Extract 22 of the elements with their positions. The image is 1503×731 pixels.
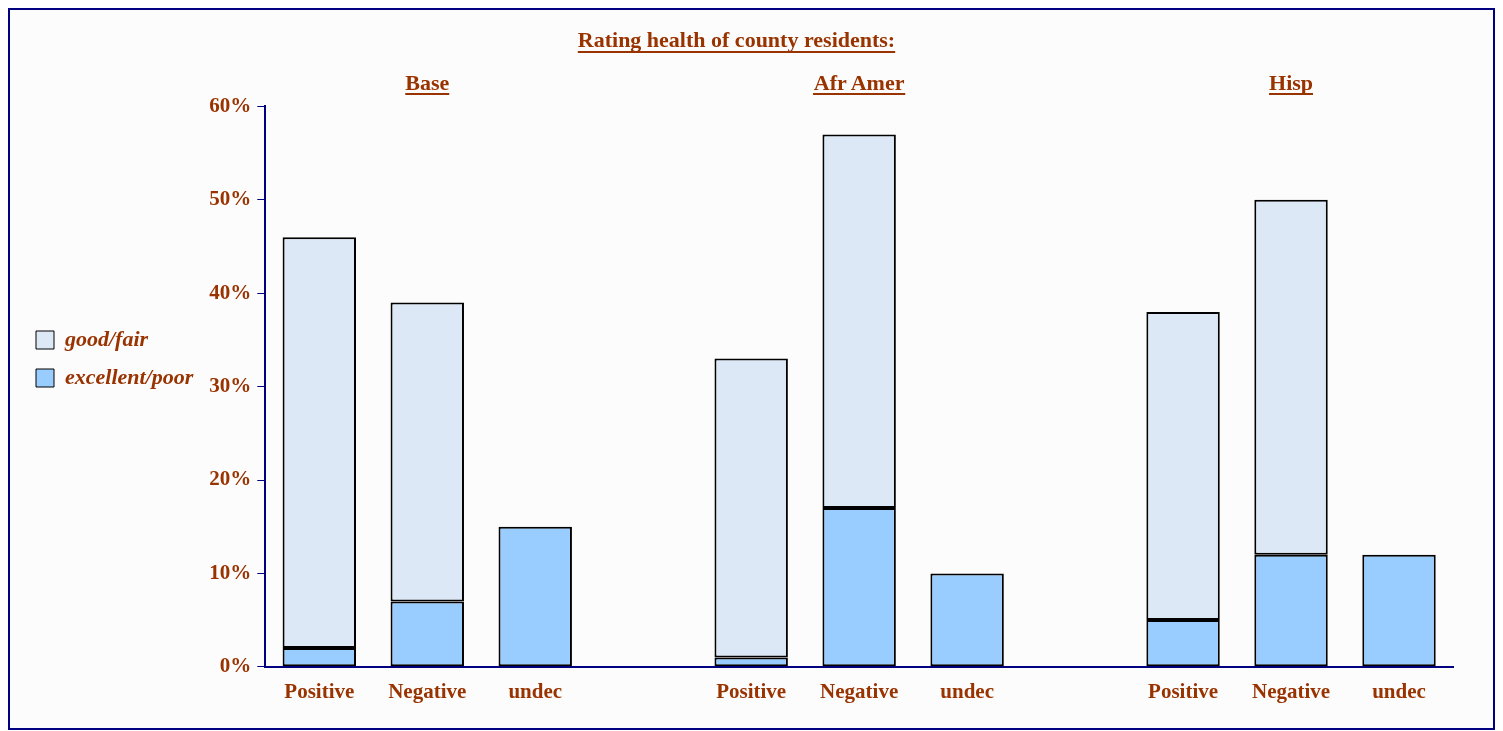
chart-title: Rating health of county residents: <box>577 26 896 52</box>
x-tick-label: Negative <box>1251 678 1331 703</box>
x-tick-label: Positive <box>284 678 355 703</box>
y-tick-label: 60% <box>209 92 252 117</box>
y-tick-label: 20% <box>209 466 252 491</box>
legend-label: excellent/poor <box>65 363 194 389</box>
y-tick-label: 30% <box>209 373 252 398</box>
y-tick-label: 50% <box>209 186 252 211</box>
text: Base <box>405 70 450 95</box>
text: Afr Amer <box>813 70 905 95</box>
x-tick-label: undec <box>940 678 994 703</box>
legend-label: good/fair <box>64 325 149 351</box>
y-tick-label: 10% <box>209 559 252 584</box>
x-tick-label: Positive <box>716 678 787 703</box>
x-tick-label: undec <box>1372 678 1426 703</box>
y-tick-label: 40% <box>209 279 252 304</box>
text: Hisp <box>1269 70 1314 95</box>
x-tick-label: Negative <box>820 678 899 703</box>
y-tick-label: 0% <box>219 653 252 678</box>
x-tick-label: Negative <box>388 678 467 703</box>
x-tick-label: Positive <box>1148 678 1219 703</box>
x-tick-label: undec <box>508 678 563 703</box>
